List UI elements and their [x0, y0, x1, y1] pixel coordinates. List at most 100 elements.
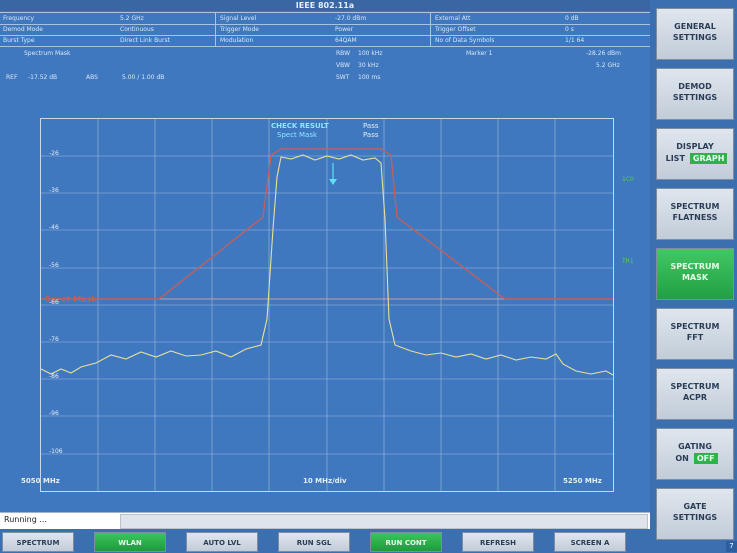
abs-value: 5.00 / 1.00 dB	[122, 74, 165, 81]
softkey-label: GENERAL	[674, 22, 716, 31]
marker-level: -28.26 dBm	[586, 50, 622, 57]
analyzer-screen: IEEE 802.11a Frequency 5.2 GHz Signal Le…	[0, 0, 650, 512]
toggle-off[interactable]: OFF	[693, 453, 718, 464]
ref-value: -17.52 dB	[28, 74, 58, 81]
param-value: Continuous	[120, 26, 154, 33]
spectrum-plot: CHECK RESULT Pass Spect Mask Pass Spect …	[21, 118, 614, 492]
softkey-display[interactable]: DISPLAY LIST GRAPH	[656, 128, 734, 180]
softkey-label: GATING	[678, 442, 712, 451]
softkey-spectrum-flatness[interactable]: SPECTRUM FLATNESS	[656, 188, 734, 240]
vbw-label: VBW	[336, 62, 350, 69]
param-value: 0 dB	[565, 15, 579, 22]
softkey-label: DEMOD	[678, 82, 712, 91]
x-end-label: 5250 MHz	[563, 477, 602, 485]
softkey-demod-settings[interactable]: DEMOD SETTINGS	[656, 68, 734, 120]
param-label: External Att	[435, 15, 471, 22]
softkey-screen-a[interactable]: SCREEN A	[554, 532, 626, 552]
marker-frequency: 5.2 GHz	[596, 62, 620, 69]
softkey-label: SPECTRUM	[670, 202, 720, 211]
softkey-label: SETTINGS	[672, 513, 718, 522]
param-label: No of Data Symbols	[435, 37, 495, 44]
softkey-label: DISPLAY	[676, 142, 714, 151]
parameter-table: Frequency 5.2 GHz Signal Level -27.0 dBm…	[0, 12, 650, 47]
param-value: 5.2 GHz	[120, 15, 144, 22]
toggle-list[interactable]: LIST	[665, 154, 685, 163]
softkey-label: MASK	[681, 273, 709, 282]
softkey-label: FFT	[686, 333, 704, 342]
param-value: 64QAM	[335, 37, 357, 44]
softkey-auto-lvl[interactable]: AUTO LVL	[186, 532, 258, 552]
y-tick-label: -96	[49, 410, 59, 417]
param-label: Burst Type	[3, 37, 35, 44]
spectrum-graph	[41, 119, 613, 491]
check-result-value: Pass	[363, 122, 379, 130]
softkey-run-sgl[interactable]: RUN SGL	[278, 532, 350, 552]
ref-label: REF	[6, 74, 18, 81]
status-message-area	[120, 514, 648, 529]
softkey-label: GATE	[683, 502, 707, 511]
trace-label-tr1: TR1	[622, 258, 634, 265]
softkey-label: FLATNESS	[672, 213, 718, 222]
marker-label: Marker 1	[466, 50, 493, 57]
param-label: Demod Mode	[3, 26, 43, 33]
bottom-softkeys: SPECTRUM WLAN AUTO LVL RUN SGL RUN CONT …	[0, 530, 650, 552]
softkey-label: SETTINGS	[672, 33, 718, 42]
screen-title: IEEE 802.11a	[0, 0, 650, 11]
param-label: Trigger Mode	[220, 26, 259, 33]
softkey-label: SETTINGS	[672, 93, 718, 102]
trace-label-1c0: 1C0	[622, 176, 634, 183]
y-tick-label: -46	[49, 224, 59, 231]
y-tick-label: -76	[49, 336, 59, 343]
softkey-gating[interactable]: GATING ON OFF	[656, 428, 734, 480]
softkey-spectrum[interactable]: SPECTRUM	[2, 532, 74, 552]
param-label: Frequency	[3, 15, 34, 22]
softkey-general-settings[interactable]: GENERAL SETTINGS	[656, 8, 734, 60]
softkey-wlan[interactable]: WLAN	[94, 532, 166, 552]
check-result-label: CHECK RESULT	[271, 122, 329, 130]
softkey-label: ACPR	[682, 393, 708, 402]
softkey-spectrum-acpr[interactable]: SPECTRUM ACPR	[656, 368, 734, 420]
measurement-info: Spectrum Mask REF -17.52 dB ABS 5.00 / 1…	[0, 48, 650, 118]
side-softkeys: GENERAL SETTINGS DEMOD SETTINGS DISPLAY …	[652, 0, 737, 552]
spect-mask-value: Pass	[363, 131, 379, 139]
toggle-graph[interactable]: GRAPH	[689, 153, 728, 164]
softkey-spectrum-mask[interactable]: SPECTRUM MASK	[656, 248, 734, 300]
x-start-label: 5050 MHz	[21, 477, 60, 485]
param-value: -27.0 dBm	[335, 15, 367, 22]
abs-label: ABS	[86, 74, 98, 81]
softkey-label: SPECTRUM	[670, 322, 720, 331]
param-row: Burst Type Direct Link Burst Modulation …	[0, 35, 650, 47]
y-tick-label: -66	[49, 299, 59, 306]
spect-mask-label: Spect Mask	[277, 131, 318, 139]
swt-value: 100 ms	[358, 74, 381, 81]
param-label: Trigger Offset	[435, 26, 476, 33]
param-value: Power	[335, 26, 354, 33]
y-tick-label: -36	[49, 187, 59, 194]
x-scale-label: 10 MHz/div	[303, 477, 347, 485]
param-row: Demod Mode Continuous Trigger Mode Power…	[0, 24, 650, 36]
mask-line-label: Spect Mask	[45, 295, 97, 304]
status-text: Running ...	[4, 515, 47, 524]
softkey-label: SPECTRUM	[670, 262, 720, 271]
softkey-spectrum-fft[interactable]: SPECTRUM FFT	[656, 308, 734, 360]
softkey-gate-settings[interactable]: GATE SETTINGS	[656, 488, 734, 540]
swt-label: SWT	[336, 74, 350, 81]
status-bar: Running ...	[0, 512, 650, 529]
param-value: Direct Link Burst	[120, 37, 170, 44]
corner-badge: 7	[726, 541, 737, 552]
y-tick-label: -86	[49, 373, 59, 380]
softkey-label: SPECTRUM	[670, 382, 720, 391]
param-row: Frequency 5.2 GHz Signal Level -27.0 dBm…	[0, 13, 650, 25]
y-tick-label: -56	[49, 262, 59, 269]
toggle-on[interactable]: ON	[675, 454, 689, 463]
softkey-refresh[interactable]: REFRESH	[462, 532, 534, 552]
y-tick-label: -106	[49, 448, 63, 455]
rbw-label: RBW	[336, 50, 351, 57]
param-value: 0 s	[565, 26, 574, 33]
param-value: 1/1 64	[565, 37, 585, 44]
vbw-value: 30 kHz	[358, 62, 379, 69]
y-tick-label: -26	[49, 150, 59, 157]
rbw-value: 100 kHz	[358, 50, 383, 57]
softkey-run-cont[interactable]: RUN CONT	[370, 532, 442, 552]
param-label: Signal Level	[220, 15, 257, 22]
